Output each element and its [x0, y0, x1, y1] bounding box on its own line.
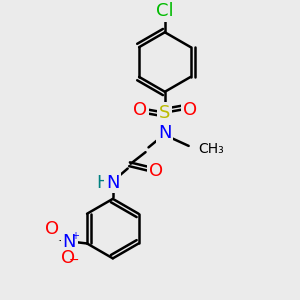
Text: Cl: Cl [156, 2, 174, 20]
Text: +: + [70, 231, 79, 241]
Text: N: N [158, 124, 172, 142]
Text: O: O [182, 100, 197, 118]
Text: O: O [45, 220, 59, 238]
Text: CH₃: CH₃ [198, 142, 224, 156]
Text: H: H [96, 173, 110, 191]
Text: O: O [61, 249, 75, 267]
Text: O: O [149, 162, 163, 180]
Text: −: − [69, 254, 80, 267]
Text: N: N [106, 173, 120, 191]
Text: S: S [159, 103, 171, 122]
Text: N: N [62, 233, 76, 251]
Text: O: O [133, 100, 147, 118]
